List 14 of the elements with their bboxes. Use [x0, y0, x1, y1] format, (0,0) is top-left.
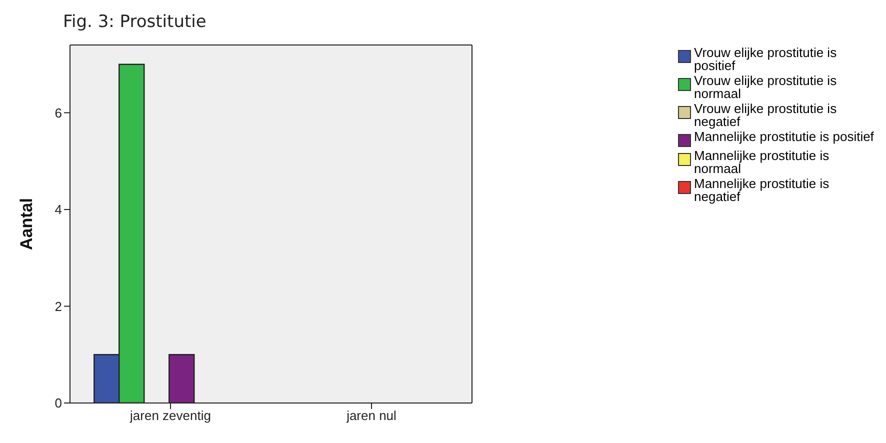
- x-tick-label: jaren zeventig: [129, 408, 211, 424]
- y-axis-title: Aantal: [17, 198, 36, 250]
- legend-label: Mannelijke prostitutie is normaal: [694, 148, 830, 176]
- y-tick-label: 2: [54, 298, 62, 314]
- y-tick-label: 6: [54, 105, 62, 120]
- legend-label: Mannelijke prostitutie is negatief: [694, 176, 830, 204]
- x-tick-label: jaren nul: [346, 408, 397, 424]
- chart-title: Fig. 3: Prostitutie: [63, 11, 208, 34]
- legend-label: Vrouw elijke prostitutie is negatief: [694, 101, 838, 129]
- y-tick-label: 4: [54, 202, 62, 218]
- legend-label: Vrouw elijke prostitutie is positief: [694, 45, 838, 73]
- legend-label: Vrouw elijke prostitutie is normaal: [694, 73, 838, 101]
- y-tick-label: 0: [54, 396, 62, 411]
- legend-label: Mannelijke prostitutie is positief: [694, 129, 874, 144]
